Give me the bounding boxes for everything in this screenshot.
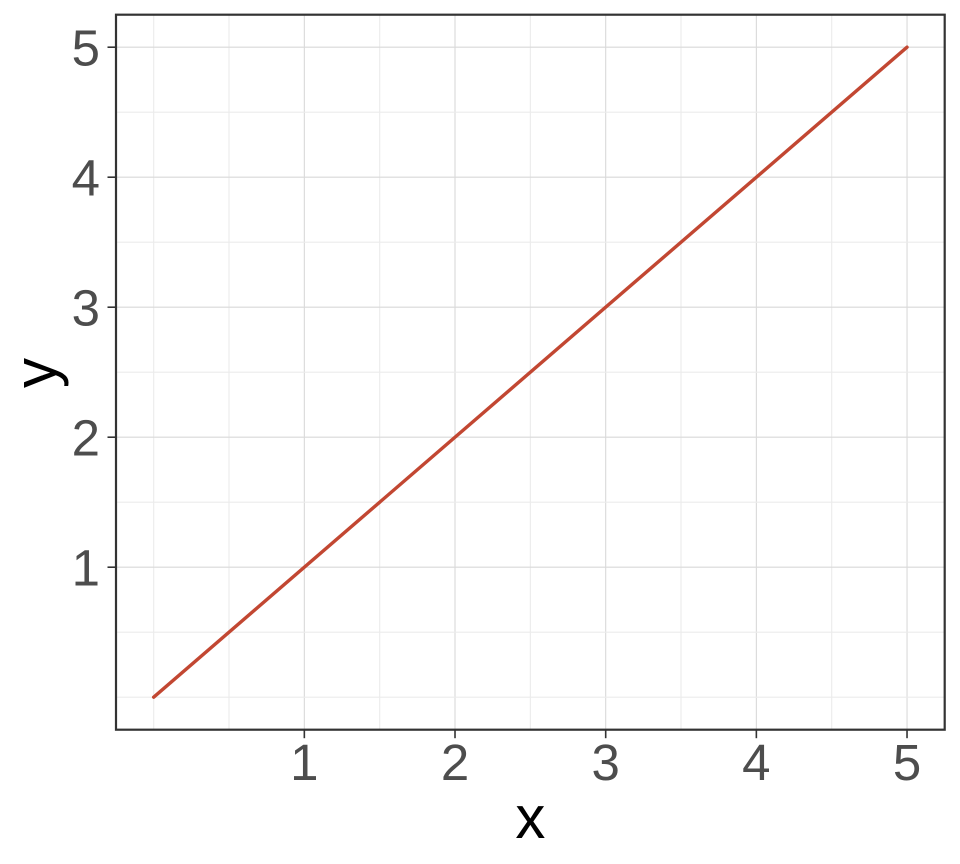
svg-text:1: 1	[72, 540, 100, 597]
svg-text:4: 4	[72, 150, 100, 207]
svg-text:x: x	[515, 784, 545, 851]
svg-text:y: y	[2, 358, 69, 388]
svg-text:5: 5	[72, 20, 100, 77]
svg-text:3: 3	[72, 280, 100, 337]
svg-text:4: 4	[742, 734, 770, 791]
svg-text:1: 1	[290, 734, 318, 791]
svg-text:5: 5	[893, 734, 921, 791]
svg-text:2: 2	[72, 410, 100, 467]
svg-text:2: 2	[441, 734, 469, 791]
svg-text:3: 3	[592, 734, 620, 791]
